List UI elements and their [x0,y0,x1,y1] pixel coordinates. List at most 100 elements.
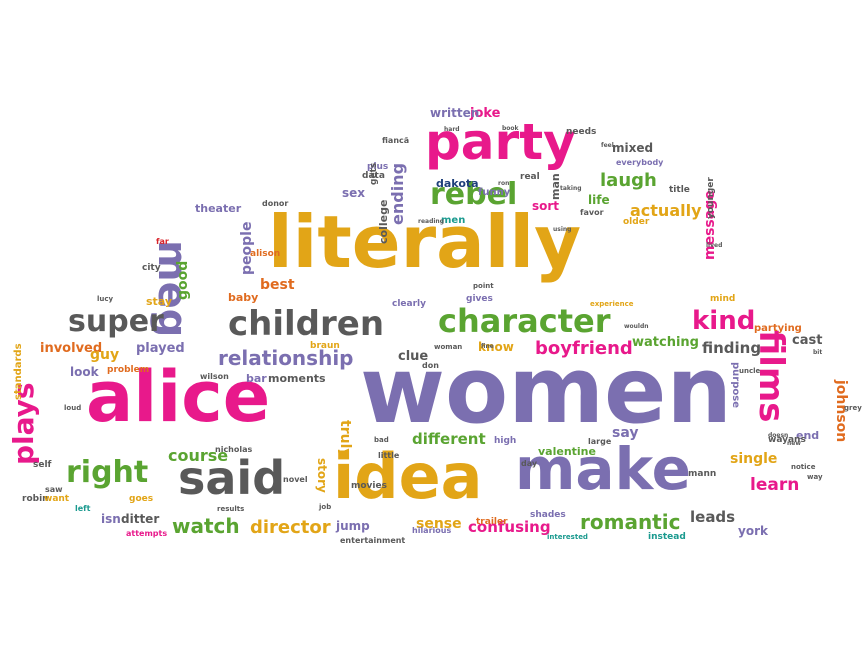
word-13: right [66,455,149,490]
word-51: ditter [121,512,160,526]
word-65: baby [228,291,259,304]
word-125: notice [791,463,816,471]
word-95: self [33,460,52,470]
word-121: experience [590,300,634,308]
word-79: end [796,429,820,442]
word-42: say [612,425,639,441]
word-123: point [473,282,494,290]
word-62: life [588,193,610,207]
word-93: day [521,459,538,468]
word-23: actually [630,201,702,220]
word-124: loud [64,404,82,412]
word-19: director [250,517,331,538]
word-106: younger [706,177,716,219]
word-73: partying [754,323,802,334]
word-26: single [730,451,778,467]
word-120: results [217,505,245,513]
word-9: character [438,302,611,340]
word-78: high [494,436,517,446]
word-59: theater [195,202,242,215]
word-112: nicholas [215,445,253,454]
word-69: want [44,494,70,504]
word-111: large [588,437,612,446]
word-135: new [787,440,801,447]
word-80: mann [688,469,717,479]
word-89: older [623,217,650,227]
word-88: title [669,185,690,195]
word-98: alison [250,249,281,259]
word-110: little [378,451,400,460]
word-84: gets [369,162,379,185]
word-85: funny [478,187,511,198]
word-41: cast [792,333,823,348]
word-137: lived [706,242,723,249]
word-36: guy [90,347,120,363]
word-17: boyfriend [535,338,633,359]
word-18: romantic [580,510,681,534]
word-134: doesn [768,432,789,439]
word-50: isn [101,512,121,526]
word-103: wayans [768,435,806,445]
word-77: braun [310,341,340,351]
word-15: kind [692,306,756,336]
word-34: involved [40,341,103,356]
word-58: bar [246,372,267,385]
word-49: story [315,458,329,493]
word-61: dakota [436,177,479,190]
word-12: super [68,304,164,339]
word-133: fine [481,343,494,350]
word-3: idea [333,440,483,513]
word-0: women [360,337,732,444]
word-71: shades [530,510,566,520]
word-45: mixed [612,141,654,155]
word-128: bad [374,436,389,444]
word-127: job [319,503,332,511]
word-94: problem [107,365,150,375]
word-114: donor [262,199,289,208]
word-5: party [425,113,576,171]
word-99: city [142,263,161,273]
word-102: don [422,361,439,370]
word-108: movies [351,481,387,491]
word-37: best [260,277,295,293]
word-4: make [515,435,691,503]
word-129: reading [418,218,444,225]
word-118: interested [547,533,588,541]
word-130: book [502,125,519,132]
word-105: way [807,473,823,481]
word-117: entertainment [340,536,406,545]
word-28: course [168,446,229,465]
word-70: goes [129,494,154,504]
word-20: watch [172,514,240,538]
word-116: hilarious [412,526,452,535]
word-30: watching [632,335,699,350]
word-119: attempts [126,529,168,538]
word-33: ending [388,162,407,225]
word-22: laugh [600,170,657,191]
word-2: alice [86,356,271,438]
word-54: know [478,340,514,354]
word-97: left [75,504,91,513]
word-29: finding [702,339,762,357]
word-56: valentine [538,445,596,458]
word-46: sort [532,199,560,213]
word-52: jump [336,519,370,533]
word-6: said [178,451,286,505]
word-90: needs [566,127,597,137]
word-67: standards [13,343,24,400]
word-86: men [441,215,466,226]
word-87: real [520,172,540,182]
word-74: mind [710,294,736,304]
word-68: robin [22,494,49,504]
word-139: bit [813,349,823,356]
word-38: good [175,260,191,300]
word-132: feel [601,142,614,149]
word-60: sex [342,186,366,200]
word-138: wouldn [624,323,649,330]
word-35: played [136,341,185,356]
word-66: stay [146,295,173,308]
word-140: ron [498,180,510,187]
word-53: look [70,365,99,379]
word-16: relationship [218,346,354,370]
